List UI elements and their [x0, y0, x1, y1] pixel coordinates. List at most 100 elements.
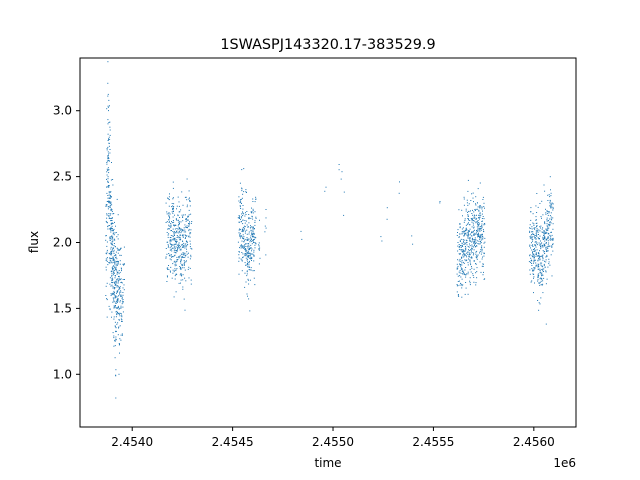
data-point — [472, 238, 474, 240]
data-point — [458, 244, 460, 245]
data-point — [110, 213, 112, 215]
data-point — [183, 214, 185, 216]
data-point — [461, 270, 463, 272]
data-point — [114, 297, 116, 299]
data-point — [246, 243, 248, 245]
data-point — [189, 221, 190, 223]
data-point — [478, 233, 479, 235]
data-point — [247, 226, 249, 228]
data-point — [105, 220, 107, 222]
data-point — [381, 240, 383, 242]
data-point — [251, 243, 253, 245]
data-point — [254, 201, 256, 203]
data-point — [174, 263, 176, 265]
data-point — [549, 222, 551, 223]
data-point — [550, 202, 552, 204]
data-point — [469, 280, 471, 282]
data-point — [241, 197, 243, 199]
data-point — [247, 238, 249, 240]
data-point — [176, 235, 178, 236]
data-point — [174, 214, 175, 216]
data-point — [112, 249, 113, 251]
data-point — [186, 178, 188, 180]
data-point — [120, 307, 122, 309]
data-point — [242, 234, 244, 236]
data-point — [178, 227, 180, 229]
data-point — [477, 243, 479, 245]
data-point — [547, 194, 549, 196]
data-point — [116, 198, 118, 200]
data-point — [386, 218, 388, 220]
data-point — [115, 295, 117, 297]
data-point — [238, 260, 240, 262]
data-point — [475, 242, 477, 244]
data-point — [115, 302, 117, 304]
data-point — [548, 194, 550, 196]
data-point — [241, 187, 243, 189]
data-point — [113, 249, 115, 251]
data-point — [538, 252, 540, 254]
data-point — [459, 223, 461, 224]
data-point — [254, 247, 256, 249]
data-point — [111, 316, 112, 318]
data-point — [176, 256, 178, 258]
data-point — [532, 270, 534, 272]
data-point — [461, 228, 463, 230]
data-point — [251, 250, 252, 252]
data-point — [248, 262, 250, 263]
data-point — [107, 208, 109, 210]
data-point — [536, 225, 538, 227]
data-point — [109, 237, 111, 239]
data-point — [107, 181, 109, 183]
data-point — [539, 303, 541, 305]
data-point — [240, 201, 242, 203]
data-point — [118, 319, 120, 320]
data-point — [533, 258, 535, 260]
data-point — [482, 199, 484, 200]
data-point — [533, 254, 535, 256]
data-point — [475, 203, 476, 205]
data-point — [549, 218, 551, 220]
data-point — [463, 255, 465, 257]
data-point — [480, 237, 482, 239]
data-point — [172, 216, 174, 218]
data-point — [552, 203, 554, 205]
data-point — [479, 230, 481, 232]
data-point — [473, 253, 475, 255]
data-point — [547, 223, 549, 225]
data-point — [109, 201, 111, 203]
data-point — [185, 231, 187, 233]
data-point — [535, 223, 537, 224]
data-point — [474, 243, 476, 245]
data-point — [548, 236, 550, 238]
data-point — [113, 345, 115, 347]
data-point — [457, 232, 458, 233]
data-point — [111, 225, 113, 227]
data-point — [172, 212, 174, 214]
data-point — [172, 231, 174, 232]
data-point — [238, 229, 240, 231]
data-point — [465, 227, 467, 229]
data-point — [457, 229, 459, 231]
data-point — [168, 233, 170, 235]
data-point — [109, 239, 111, 241]
data-point — [182, 279, 184, 281]
data-point — [466, 240, 468, 241]
data-point — [180, 249, 182, 251]
data-point — [480, 242, 482, 244]
data-point — [479, 218, 480, 220]
data-point — [185, 237, 186, 239]
data-point — [246, 192, 247, 193]
data-point — [482, 274, 484, 276]
data-point — [110, 223, 112, 225]
data-point — [545, 259, 547, 261]
data-point — [177, 215, 179, 217]
data-point — [168, 221, 170, 223]
data-point — [172, 198, 174, 200]
data-point — [482, 263, 484, 265]
data-point — [117, 238, 119, 240]
data-point — [179, 217, 181, 218]
data-point — [545, 283, 547, 285]
data-point — [481, 218, 483, 219]
data-point — [119, 343, 120, 345]
